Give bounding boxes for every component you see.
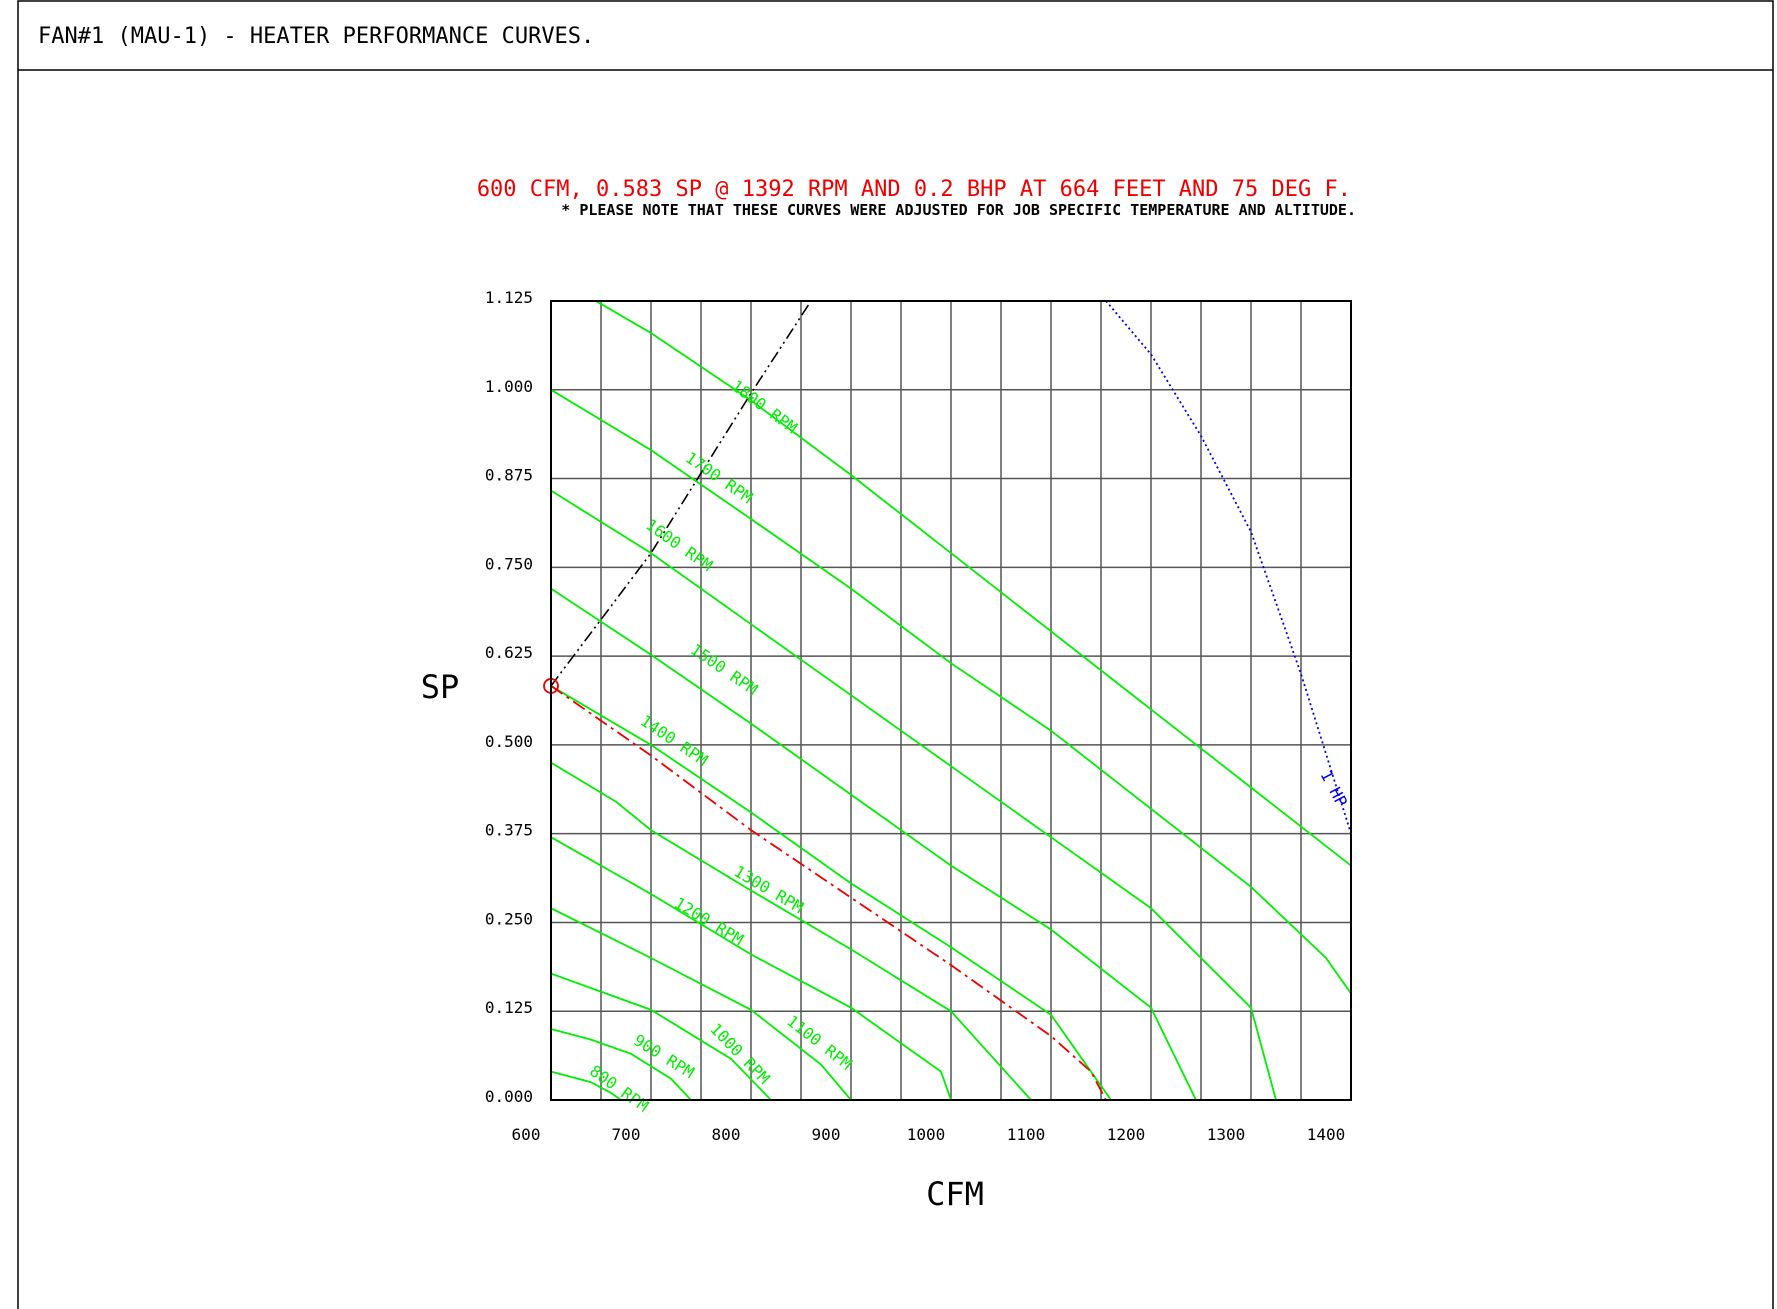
rpm-curve xyxy=(551,685,1112,1100)
y-tick-label: 0.000 xyxy=(485,1087,533,1106)
plot-border xyxy=(550,300,1352,1101)
x-tick-labels: 600 700 800 900 1000 1100 1200 1300 1400 xyxy=(512,1125,1346,1144)
sheet-border xyxy=(17,0,1774,1309)
x-tick-label: 1100 xyxy=(1007,1125,1046,1144)
y-tick-label: 0.625 xyxy=(485,643,533,662)
y-tick-labels: 0.000 0.125 0.250 0.375 0.500 0.625 0.750 0.875… xyxy=(485,288,533,1106)
x-tick-label: 1200 xyxy=(1107,1125,1146,1144)
y-tick-label: 0.875 xyxy=(485,466,533,485)
x-axis-label: CFM xyxy=(926,1175,984,1213)
x-tick-label: 700 xyxy=(612,1125,641,1144)
chart-subtitle: * PLEASE NOTE THAT THESE CURVES WERE ADJ… xyxy=(561,201,1356,219)
y-tick-label: 1.125 xyxy=(485,288,533,307)
rpm-curve xyxy=(551,489,1277,1100)
y-tick-label: 1.000 xyxy=(485,377,533,396)
chart-title: 600 CFM, 0.583 SP @ 1392 RPM AND 0.2 BHP… xyxy=(477,177,1351,202)
y-tick-label: 0.125 xyxy=(485,998,533,1017)
rpm-curve xyxy=(551,761,1032,1100)
rpm-curve xyxy=(551,389,1351,995)
y-tick-label: 0.500 xyxy=(485,732,533,751)
x-tick-label: 1300 xyxy=(1207,1125,1246,1144)
y-tick-label: 0.375 xyxy=(485,821,533,840)
rpm-curve xyxy=(551,1070,622,1100)
rpm-curve xyxy=(551,836,952,1100)
x-tick-label: 1000 xyxy=(907,1125,946,1144)
y-tick-label: 0.750 xyxy=(485,554,533,573)
rpm-curve xyxy=(551,972,772,1100)
x-tick-label: 800 xyxy=(712,1125,741,1144)
rpm-curve xyxy=(551,907,852,1100)
x-tick-label: 600 xyxy=(512,1125,541,1144)
rpm-curve xyxy=(551,1028,692,1100)
x-tick-label: 900 xyxy=(812,1125,841,1144)
operating-curve xyxy=(550,685,1107,1101)
rpm-curve xyxy=(551,587,1197,1100)
rpm-curves xyxy=(551,301,1351,1100)
y-tick-label: 0.250 xyxy=(485,909,533,928)
x-tick-label: 1400 xyxy=(1307,1125,1346,1144)
y-axis-label: SP xyxy=(421,668,460,706)
sheet-title: FAN#1 (MAU-1) - HEATER PERFORMANCE CURVE… xyxy=(38,24,594,49)
rpm-curve xyxy=(595,301,1351,867)
system-curve xyxy=(551,301,812,687)
